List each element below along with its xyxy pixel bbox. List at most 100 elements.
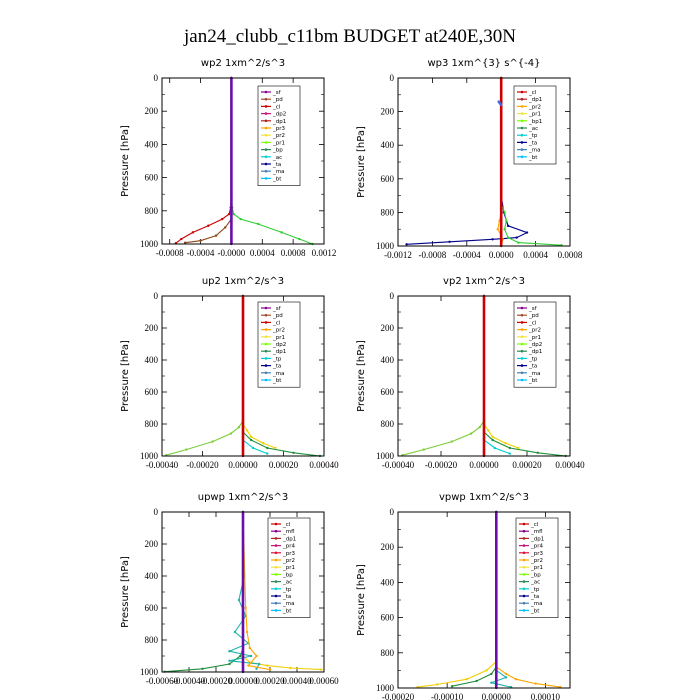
legend-marker [264,169,268,173]
series-point [496,228,499,231]
y-tick-label: 200 [145,323,159,333]
series-point [191,231,195,234]
legend-label: _pr2 [528,328,541,334]
legend-marker [520,328,524,331]
legend-label: _cl [272,320,281,326]
y-tick-label: 600 [381,387,395,397]
x-tick-label: -0.00040 [382,460,415,470]
series-point [289,666,292,670]
legend-marker [522,565,526,569]
series-line-ac [164,512,244,673]
legend-label: _cl [528,90,537,96]
legend-label: _ta [528,364,537,370]
legend-label: _dp2 [272,112,286,118]
y-tick-label: 0 [390,291,395,301]
legend-marker [520,357,524,360]
legend: _cl_mfl_dp1_pr4_pr3_pr2_pr1_bp_ac_tp_ta_… [515,517,559,618]
series-line-tp [489,512,512,688]
legend-marker [264,321,268,324]
series-line-pr1 [483,296,519,449]
series-point [536,451,539,454]
legend: _cl_dp1_pr2 _pr1_bp1_ac_tp_ta _ma_bt [513,85,557,165]
y-axis-label: Pressure [hPa] [356,126,367,198]
legend-marker [264,97,268,101]
y-tick-label: 800 [145,206,159,216]
x-tick-label: -0.00020 [200,676,233,686]
x-tick-label: 0.00000 [482,692,512,700]
legend-label: _pr2 [272,133,285,139]
legend-marker [520,126,524,130]
legend-label: _tp [272,356,282,362]
series-point [517,241,520,244]
legend-marker [520,306,524,310]
chart-panel-6: vpwp 1xm^2/s^3 Pressure [hPa] 0 200 400 600 80… [356,492,571,700]
y-tick-label: 1000 [376,241,395,251]
legend-marker [264,155,268,159]
x-tick-label: 0.00010 [531,692,561,700]
legend-label: _bp [282,572,293,578]
legend-marker [522,580,526,583]
legend-label: _ta [528,140,537,146]
legend-label: _bp1 [528,119,542,125]
series-point [228,662,231,666]
series-point [201,667,204,670]
series-point [247,664,250,667]
legend-label: _pr3 [530,551,544,557]
legend-label: _sf [528,306,538,312]
y-axis-label: Pressure [hPa] [356,564,367,636]
legend-label: _ac [282,580,292,586]
legend-label: _dp1 [282,536,296,542]
series-point [220,217,224,221]
series-point [485,669,488,672]
legend: _sf_pd_cl _dp2_dp1_pr3_pr2_pr1 _bp_ac_ta_m… [257,85,301,186]
y-axis-label: Pressure [hPa] [120,125,131,197]
legend-label: _pr2 [530,558,543,564]
legend-marker [264,342,268,346]
y-tick-label: 1000 [140,239,159,249]
series-point [224,226,227,229]
y-tick-label: 400 [381,140,395,150]
y-tick-label: 200 [145,106,159,116]
y-tick-label: 200 [381,323,395,333]
y-tick-label: 800 [145,419,159,429]
series-point [183,241,187,244]
panel-title: wp3 1xm^{3} s^{-4} [427,58,540,69]
legend-label: _dp1 [528,349,542,355]
legend-label: _ma [528,371,540,377]
series-point [500,103,503,107]
legend-label: _pd [528,313,539,319]
legend-label: _tp [528,356,538,362]
x-tick-label: -0.0008 [419,250,447,260]
legend-label: _dp1 [530,536,544,542]
legend-label: _dp1 [272,349,286,355]
y-axis-label: Pressure [hPa] [120,556,131,628]
legend-label: _pr1 [528,112,541,118]
series-point [491,435,494,438]
legend-label: _dp1 [272,119,286,125]
legend: _sf_pd_cl _pr2_pr1_dp2_dp1_tp _ta_ma_bt [257,301,301,388]
legend-marker [520,90,524,94]
series-point [497,100,500,103]
legend-label: _cl [282,522,291,528]
legend-label: _pr1 [528,335,541,341]
legend-label: _tp [282,587,292,593]
legend-label: _mfl [282,529,295,535]
legend-marker [522,573,526,576]
y-tick-label: 800 [381,648,395,658]
x-tick-label: -0.00020 [186,460,219,470]
y-tick-label: 0 [390,507,395,517]
y-tick-label: 0 [154,291,159,301]
series-point [493,446,496,450]
legend-label: _sf [272,306,282,312]
legend-label: _pr4 [282,544,296,550]
legend-label: _ta [282,594,291,600]
x-tick-label: -0.0008 [156,248,184,258]
chart-panel-1: wp2 1xm^2/s^3 Pressure [hPa] 0 200 400 600 800… [120,58,336,258]
legend-label: _bp [272,148,283,154]
legend-label: _ma [272,371,284,377]
series-point [525,231,529,234]
series-point [292,451,295,454]
y-tick-label: 800 [381,419,395,429]
series-point [207,224,210,227]
